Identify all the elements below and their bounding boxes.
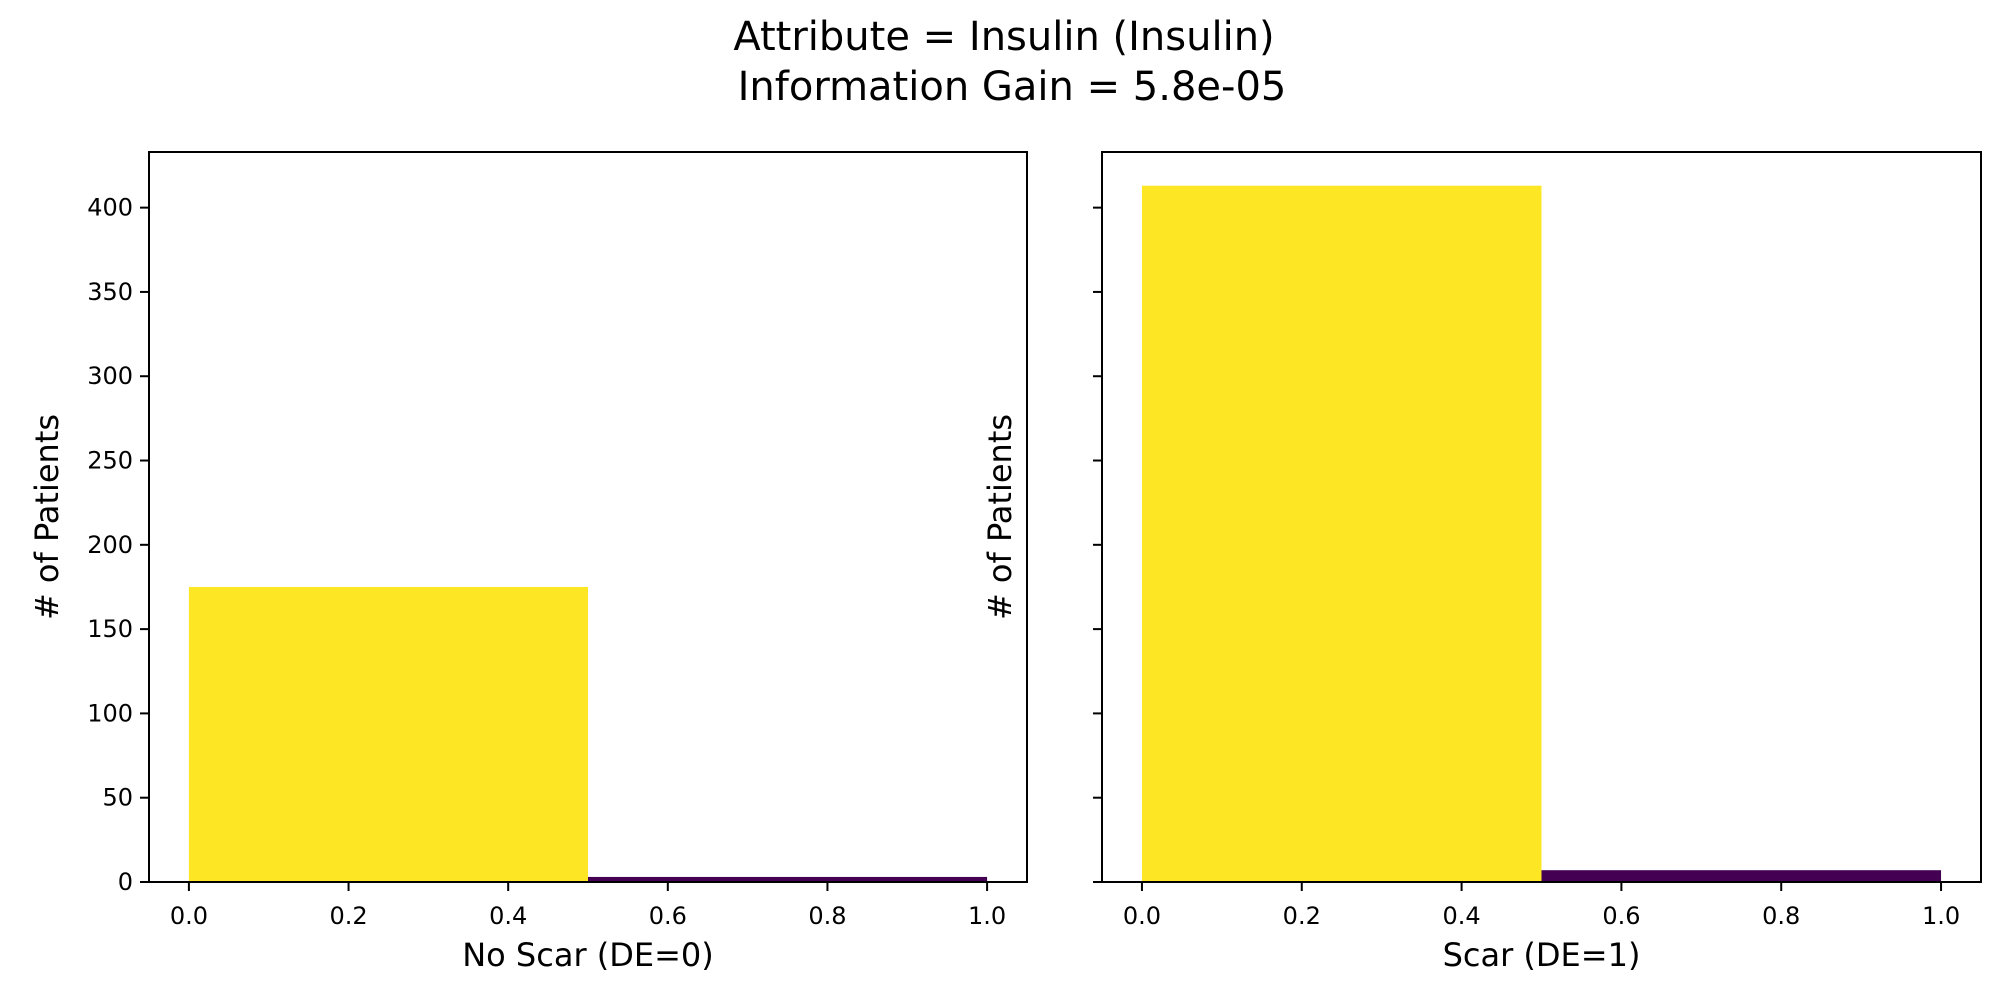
- histogram-bar-1: [188, 586, 588, 882]
- x-tick-label: 0.6: [1602, 902, 1640, 930]
- plot-frame: [1101, 151, 1982, 883]
- subplot-panels: 0.0 0.2 0.4 0.6 0.8 1.0 0 50 100 150 200 250 300 350 4…: [28, 151, 1982, 974]
- x-tick-label: 0.2: [329, 902, 367, 930]
- histogram-bar-2: [588, 876, 988, 882]
- x-tick-label: 0.8: [1762, 902, 1800, 930]
- x-axis-label: No Scar (DE=0): [462, 936, 714, 974]
- y-tick-label: 300: [87, 362, 133, 390]
- plot-frame: [148, 151, 1028, 883]
- y-axis-label: # of Patients: [28, 414, 66, 620]
- figure-title-information-gain: Information Gain = 5.8e-05: [738, 64, 1287, 110]
- x-tick-label: 0.0: [1123, 902, 1161, 930]
- x-tick-label: 0.4: [1443, 902, 1481, 930]
- y-tick-label: 150: [87, 615, 133, 643]
- histogram-bar-1: [1141, 185, 1542, 882]
- subplot-2: 0.0 0.2 0.4 0.6 0.8 1.0 Scar (DE=1) # of Patien…: [981, 151, 1982, 974]
- x-tick-label: 0.8: [808, 902, 846, 930]
- subplot-1: 0.0 0.2 0.4 0.6 0.8 1.0 0 50 100 150 200 250 300 350 4…: [28, 151, 1028, 974]
- x-tick-label: 0.6: [649, 902, 687, 930]
- x-tick-label: 1.0: [1922, 902, 1960, 930]
- y-tick-label: 100: [87, 699, 133, 727]
- x-tick-label: 0.0: [170, 902, 208, 930]
- y-tick-label: 200: [87, 531, 133, 559]
- x-axis-label: Scar (DE=1): [1443, 936, 1641, 974]
- y-tick-label: 0: [118, 868, 133, 896]
- x-tick-label: 0.2: [1283, 902, 1321, 930]
- y-axis-label: # of Patients: [981, 414, 1019, 620]
- y-tick-label: 50: [102, 784, 133, 812]
- figure-title-attribute: Attribute = Insulin (Insulin): [733, 14, 1274, 60]
- x-tick-label: 1.0: [968, 902, 1006, 930]
- y-tick-label: 250: [87, 447, 133, 475]
- y-tick-label: 350: [87, 278, 133, 306]
- x-tick-label: 0.4: [489, 902, 527, 930]
- y-tick-label: 400: [87, 194, 133, 222]
- histogram-bar-2: [1541, 870, 1942, 882]
